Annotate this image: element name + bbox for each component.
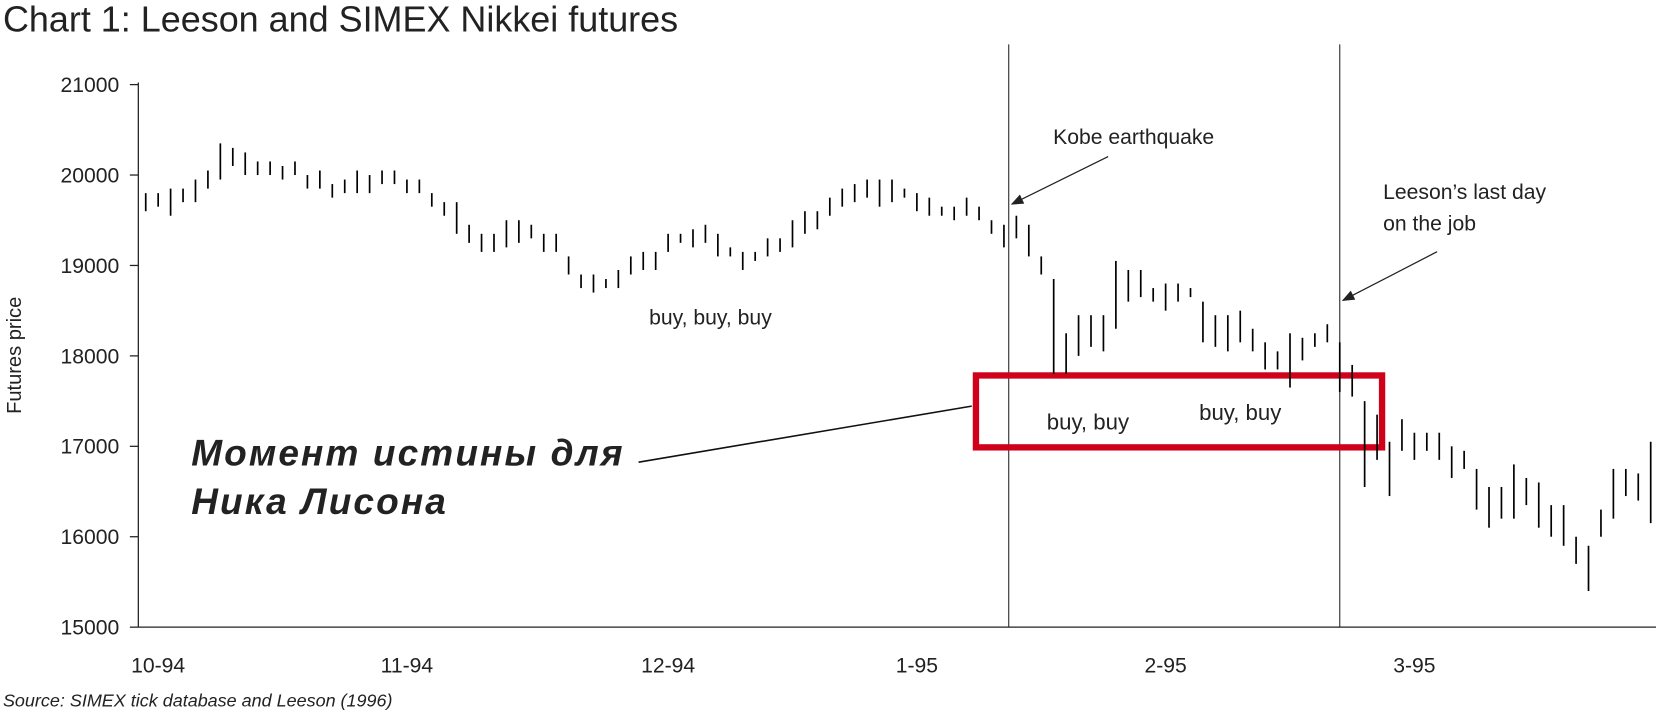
annotation: on the job	[1383, 213, 1476, 236]
chart-title: Chart 1: Leeson and SIMEX Nikkei futures	[3, 0, 678, 40]
annotation: Момент истины для	[191, 431, 624, 473]
arrow	[1341, 251, 1438, 301]
annotation: Leeson’s last day	[1383, 181, 1546, 204]
x-tick-label: 12-94	[641, 655, 695, 678]
annotation: buy, buy, buy	[649, 307, 772, 330]
annotation: buy, buy	[1047, 409, 1130, 434]
x-tick-label: 3-95	[1393, 655, 1435, 678]
arrow	[1010, 155, 1109, 205]
x-tick-label: 10-94	[131, 655, 185, 678]
y-tick-label: 18000	[60, 345, 119, 368]
x-tick-label: 2-95	[1144, 655, 1186, 678]
y-tick-label: 19000	[60, 255, 119, 278]
annotation: Ника Лисона	[191, 480, 448, 522]
y-tick-label: 21000	[60, 74, 119, 97]
y-axis-label: Futures price	[4, 297, 26, 414]
callout-line	[638, 405, 972, 463]
annotation: Kobe earthquake	[1053, 126, 1214, 149]
highlight-box	[972, 372, 1386, 451]
source: Source: SIMEX tick database and Leeson (…	[3, 690, 393, 710]
y-tick-label: 17000	[60, 436, 119, 459]
annotation: buy, buy	[1199, 400, 1282, 425]
y-tick-label: 15000	[60, 617, 119, 640]
x-tick-label: 1-95	[896, 655, 938, 678]
y-tick-label: 20000	[60, 164, 119, 187]
x-tick-label: 11-94	[381, 655, 434, 678]
y-tick-label: 16000	[60, 526, 119, 549]
